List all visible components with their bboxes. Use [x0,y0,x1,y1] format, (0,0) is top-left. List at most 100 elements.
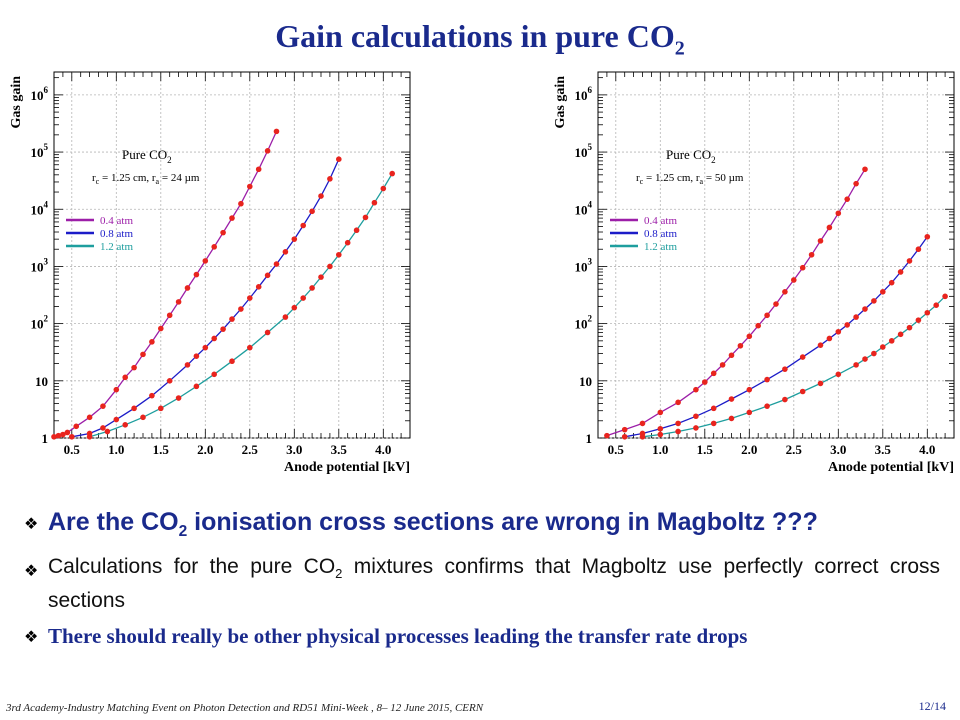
data-point [131,405,137,412]
data-point [282,314,289,320]
footer-event: 3rd Academy-Industry Matching Event on P… [6,702,484,714]
data-point [915,246,922,253]
x-tick-label: 2.0 [197,442,213,457]
data-point [808,251,815,258]
data-point [362,214,369,221]
diamond-bullet-icon: ❖ [24,561,39,580]
data-point [782,366,788,372]
data-point [639,433,646,440]
legend-label: 1.2 atm [100,241,133,253]
data-point [131,364,137,371]
data-point [255,284,262,290]
x-axis-label: Anode potential [kV] [284,460,410,475]
y-tick-label: 104 [575,199,593,217]
data-point [166,312,173,319]
data-point [380,185,387,192]
data-point [309,208,315,215]
data-point [193,271,200,278]
data-point [211,371,217,378]
data-point [291,236,298,242]
diamond-bullet-icon: ❖ [24,627,39,647]
data-point [86,433,93,440]
data-point [238,306,244,312]
data-point [166,378,173,384]
data-point [719,362,726,368]
data-point [702,379,708,385]
data-point [273,261,280,267]
data-point [229,316,235,322]
data-point [264,148,271,154]
data-point [113,386,120,393]
data-point [799,354,806,360]
x-tick-label: 3.5 [875,442,892,457]
legend-label: 0.8 atm [100,228,133,240]
data-point [122,422,128,428]
data-point [710,370,717,377]
data-point [158,325,164,332]
data-point [693,386,699,393]
data-point [764,312,770,319]
data-point [264,329,271,336]
data-point [835,328,842,335]
data-point [915,317,922,323]
data-point [184,285,191,291]
data-point [122,374,128,381]
plot-frame [53,71,411,439]
data-point [693,425,699,431]
data-point [897,331,904,338]
data-point [791,277,797,283]
data-point [100,425,106,431]
data-point [238,200,244,207]
legend-label: 0.8 atm [644,228,677,240]
data-point [175,395,182,401]
y-tick-label: 103 [575,256,593,274]
data-point [906,324,913,331]
data-point [336,251,342,258]
annotation-gas: Pure CO2 [122,147,172,165]
data-point [318,274,324,280]
y-tick-label: 10 [579,374,592,389]
data-point [60,431,66,438]
bullet-conclusion: ❖ There should really be other physical … [24,624,748,649]
bullet-list: ❖ Are the CO2 ionisation cross sections … [18,508,940,649]
x-tick-label: 2.5 [786,442,803,457]
data-point [817,380,824,387]
x-tick-label: 4.0 [919,442,935,457]
x-tick-label: 0.5 [608,442,625,457]
annotation-radii: rc = 1.25 cm, ra = 50 µm [636,172,744,186]
data-point [817,238,824,244]
data-point [773,301,779,307]
data-point [746,386,753,393]
data-point [371,199,378,206]
slide-title: Gain calculations in pure CO2 [275,18,685,60]
data-point [639,420,646,427]
data-point [782,289,788,295]
data-point [826,224,833,231]
data-point [140,414,146,421]
x-tick-label: 3.0 [286,442,302,457]
y-tick-label: 10 [35,374,48,389]
data-point [817,342,824,348]
y-tick-label: 103 [31,256,49,274]
data-point [389,170,396,177]
gain-chart-svg: 0.5 1.0 1.5 2.0 2.5 3.0 3.5 4.0 1 10 102 103 104 105 1… [9,71,411,475]
data-point [300,295,307,301]
data-point [888,279,895,286]
bullet-calculations: ❖ Calculations for the pure CO2 mixtures… [24,555,940,613]
data-point [264,272,271,279]
data-point [799,388,806,395]
y-tick-label: 1 [42,431,49,446]
gain-plot-50um: 0.5 1.0 1.5 2.0 2.5 3.0 3.5 4.0 1 10 102 103 104 105 1… [544,66,960,481]
data-point [728,415,735,422]
x-axis-label: Anode potential [kV] [828,460,954,475]
x-tick-label: 1.0 [108,442,124,457]
data-point [710,420,717,427]
data-point [273,128,280,135]
data-point [113,416,120,423]
data-point [247,183,253,190]
data-point [353,227,360,234]
data-point [746,409,753,416]
data-point [220,229,226,236]
data-point [621,426,628,433]
y-axis-label: Gas gain [9,76,24,129]
